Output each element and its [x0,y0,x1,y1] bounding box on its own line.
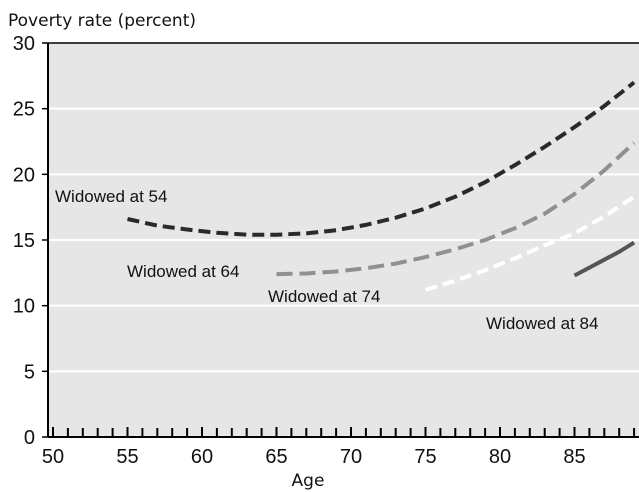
series-label: Widowed at 74 [268,287,380,306]
y-tick-label: 0 [24,427,35,449]
x-tick-label: 65 [265,446,287,468]
series-label: Widowed at 84 [486,314,598,333]
series-line-4 [573,240,636,278]
series-layer [127,80,636,292]
y-tick-label: 15 [13,230,35,252]
y-tick-label: 25 [13,99,35,121]
series-line-2 [276,141,636,277]
x-tick-label: 80 [489,446,511,468]
series-labels: Widowed at 54 Widowed at 64 Widowed at 74 W… [55,187,598,333]
x-tick-label: 85 [563,446,585,468]
x-axis-label: Age [292,471,325,491]
axes [42,42,639,438]
x-tick-label: 60 [191,446,213,468]
y-tick-label: 20 [13,164,35,186]
tick-labels: 0 5 10 15 20 25 30 50 55 60 65 70 75 80 85 [13,33,586,468]
x-tick-label: 50 [42,446,64,468]
x-tick-label: 75 [414,446,436,468]
series-label: Widowed at 54 [55,187,167,206]
gridlines [48,107,639,373]
series-label: Widowed at 64 [127,262,239,281]
x-tick-label: 55 [116,446,138,468]
y-tick-label: 5 [24,361,35,383]
series-line-1 [127,80,636,237]
y-tick-label: 10 [13,296,35,318]
x-tick-label: 70 [340,446,362,468]
y-tick-label: 30 [13,33,35,55]
series-line-3 [424,195,636,292]
y-axis-label: Poverty rate (percent) [8,11,196,31]
